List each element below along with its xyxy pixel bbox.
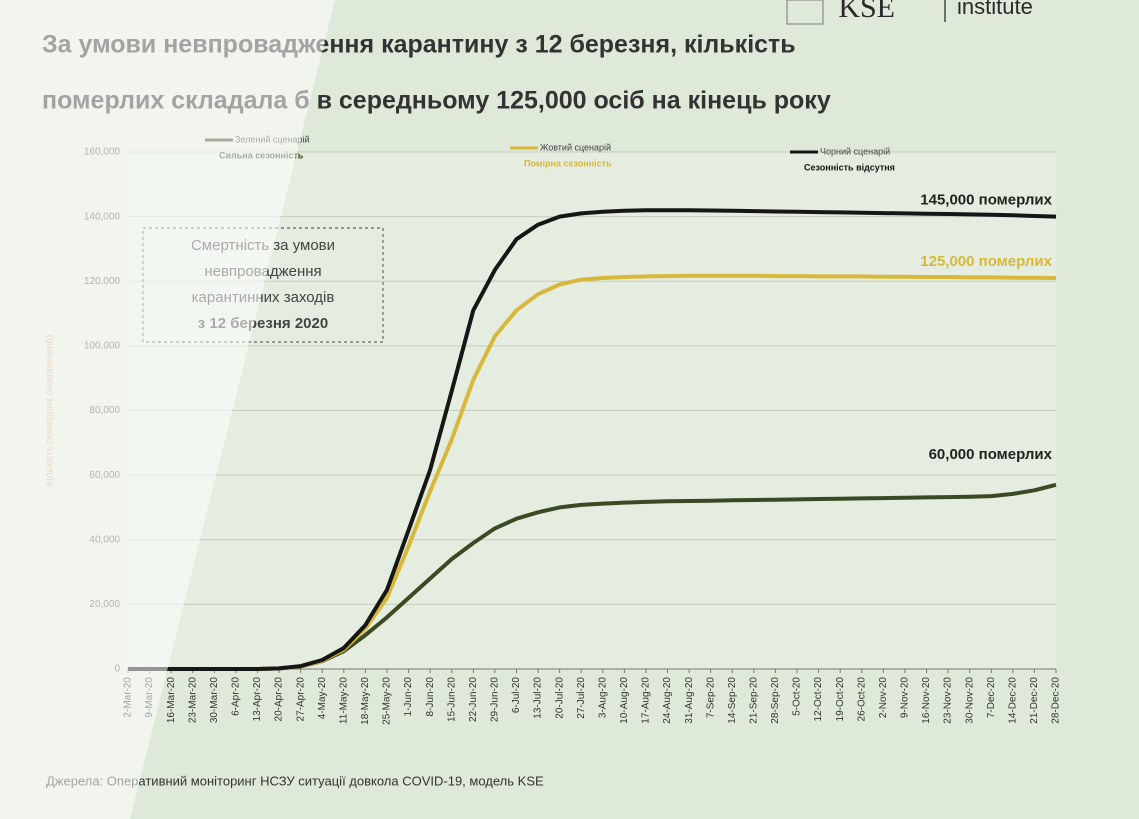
y-tick-label: 160,000 <box>84 147 121 158</box>
x-tick-label: 13-Jul-20 <box>533 677 544 719</box>
y-tick-label: 40,000 <box>89 534 120 545</box>
x-tick-label: 8-Jun-20 <box>425 677 436 717</box>
x-tick-label: 29-Jun-20 <box>490 677 501 722</box>
x-tick-label: 9-Mar-20 <box>144 677 155 718</box>
x-tick-label: 11-May-20 <box>338 677 349 724</box>
legend-note: Помірна сезонність <box>524 158 612 168</box>
x-tick-label: 6-Apr-20 <box>231 677 242 716</box>
logo-mark <box>786 0 824 25</box>
y-tick-label: 20,000 <box>89 599 120 610</box>
x-tick-label: 28-Sep-20 <box>770 677 781 724</box>
x-tick-label: 16-Nov-20 <box>921 677 932 724</box>
box-text: карантинних заходів <box>192 289 335 306</box>
x-tick-label: 20-Apr-20 <box>274 677 285 722</box>
title-line: померлих складала б в середньому 125,000… <box>42 87 831 115</box>
box-text: Смертність за умови <box>191 237 335 254</box>
x-tick-label: 2-Mar-20 <box>123 677 134 718</box>
x-tick-label: 30-Mar-20 <box>209 677 220 724</box>
x-tick-label: 20-Jul-20 <box>554 677 565 719</box>
x-tick-label: 19-Oct-20 <box>835 677 846 722</box>
x-tick-label: 30-Nov-20 <box>964 677 975 724</box>
x-tick-label: 23-Mar-20 <box>187 677 198 724</box>
legend-label: Зелений сценарій <box>235 134 310 144</box>
y-tick-label: 60,000 <box>89 470 120 481</box>
x-tick-label: 4-May-20 <box>317 677 328 720</box>
x-tick-label: 21-Dec-20 <box>1029 677 1040 724</box>
x-tick-label: 16-Mar-20 <box>166 677 177 724</box>
x-tick-label: 1-Jun-20 <box>403 677 414 717</box>
x-tick-label: 17-Aug-20 <box>641 677 652 724</box>
x-tick-label: 18-May-20 <box>360 677 371 725</box>
logo-institute: institute <box>957 0 1033 19</box>
x-tick-label: 7-Dec-20 <box>986 677 997 719</box>
x-tick-label: 24-Aug-20 <box>662 677 673 724</box>
y-tick-label: 120,000 <box>84 276 121 287</box>
x-tick-label: 9-Nov-20 <box>900 677 911 719</box>
x-tick-label: 27-Apr-20 <box>295 677 306 722</box>
x-tick-label: 7-Sep-20 <box>705 677 716 719</box>
box-text: невпровадження <box>204 263 321 280</box>
x-tick-label: 28-Dec-20 <box>1051 677 1062 724</box>
x-tick-label: 22-Jun-20 <box>468 677 479 722</box>
x-tick-label: 21-Sep-20 <box>749 677 760 724</box>
x-tick-label: 12-Oct-20 <box>813 677 824 722</box>
legend-note: Сильна сезонність <box>219 150 304 160</box>
x-tick-label: 10-Aug-20 <box>619 677 630 724</box>
x-tick-label: 25-May-20 <box>382 677 393 725</box>
x-tick-label: 14-Sep-20 <box>727 677 738 724</box>
x-tick-label: 13-Apr-20 <box>252 677 263 722</box>
legend-label: Жовтий сценарій <box>540 142 611 152</box>
x-tick-label: 23-Nov-20 <box>943 677 954 724</box>
x-tick-label: 3-Aug-20 <box>597 677 608 719</box>
x-tick-label: 5-Oct-20 <box>792 677 803 716</box>
x-tick-label: 27-Jul-20 <box>576 677 587 719</box>
legend-note: Сезонність відсутня <box>804 162 895 172</box>
legend-label: Чорний сценарій <box>820 146 890 156</box>
y-tick-label: 0 <box>114 664 120 675</box>
x-tick-label: 14-Dec-20 <box>1007 677 1018 724</box>
box-text: з 12 березня 2020 <box>198 315 328 332</box>
x-tick-label: 6-Jul-20 <box>511 677 522 714</box>
end-annotation: 145,000 померлих <box>920 192 1052 209</box>
x-tick-label: 15-Jun-20 <box>446 677 457 722</box>
y-tick-label: 100,000 <box>84 341 121 352</box>
y-axis-label: Кількість померлих (накопичено) <box>45 335 56 487</box>
y-tick-label: 140,000 <box>84 211 121 222</box>
y-tick-label: 80,000 <box>89 405 120 416</box>
x-tick-label: 26-Oct-20 <box>856 677 867 722</box>
title-line: За умови невпровадження карантину з 12 б… <box>42 31 796 59</box>
source: Джерела: Оперативний моніторинг НСЗУ сит… <box>46 773 544 788</box>
end-annotation: 125,000 померлих <box>920 253 1052 270</box>
logo-kse: KSE <box>838 0 895 24</box>
x-tick-label: 31-Aug-20 <box>684 677 695 724</box>
end-annotation: 60,000 померлих <box>929 446 1053 463</box>
x-tick-label: 2-Nov-20 <box>878 677 889 719</box>
